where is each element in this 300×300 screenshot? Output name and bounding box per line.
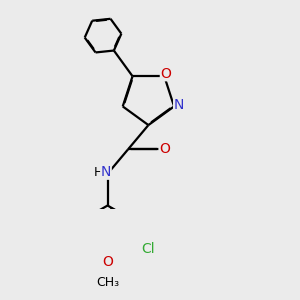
Text: N: N bbox=[101, 165, 111, 179]
Text: O: O bbox=[159, 142, 170, 156]
Text: O: O bbox=[102, 255, 113, 269]
Text: N: N bbox=[174, 98, 184, 112]
Text: H: H bbox=[94, 166, 104, 179]
Text: O: O bbox=[160, 67, 171, 81]
Text: Cl: Cl bbox=[141, 242, 155, 256]
Text: CH₃: CH₃ bbox=[96, 276, 119, 289]
